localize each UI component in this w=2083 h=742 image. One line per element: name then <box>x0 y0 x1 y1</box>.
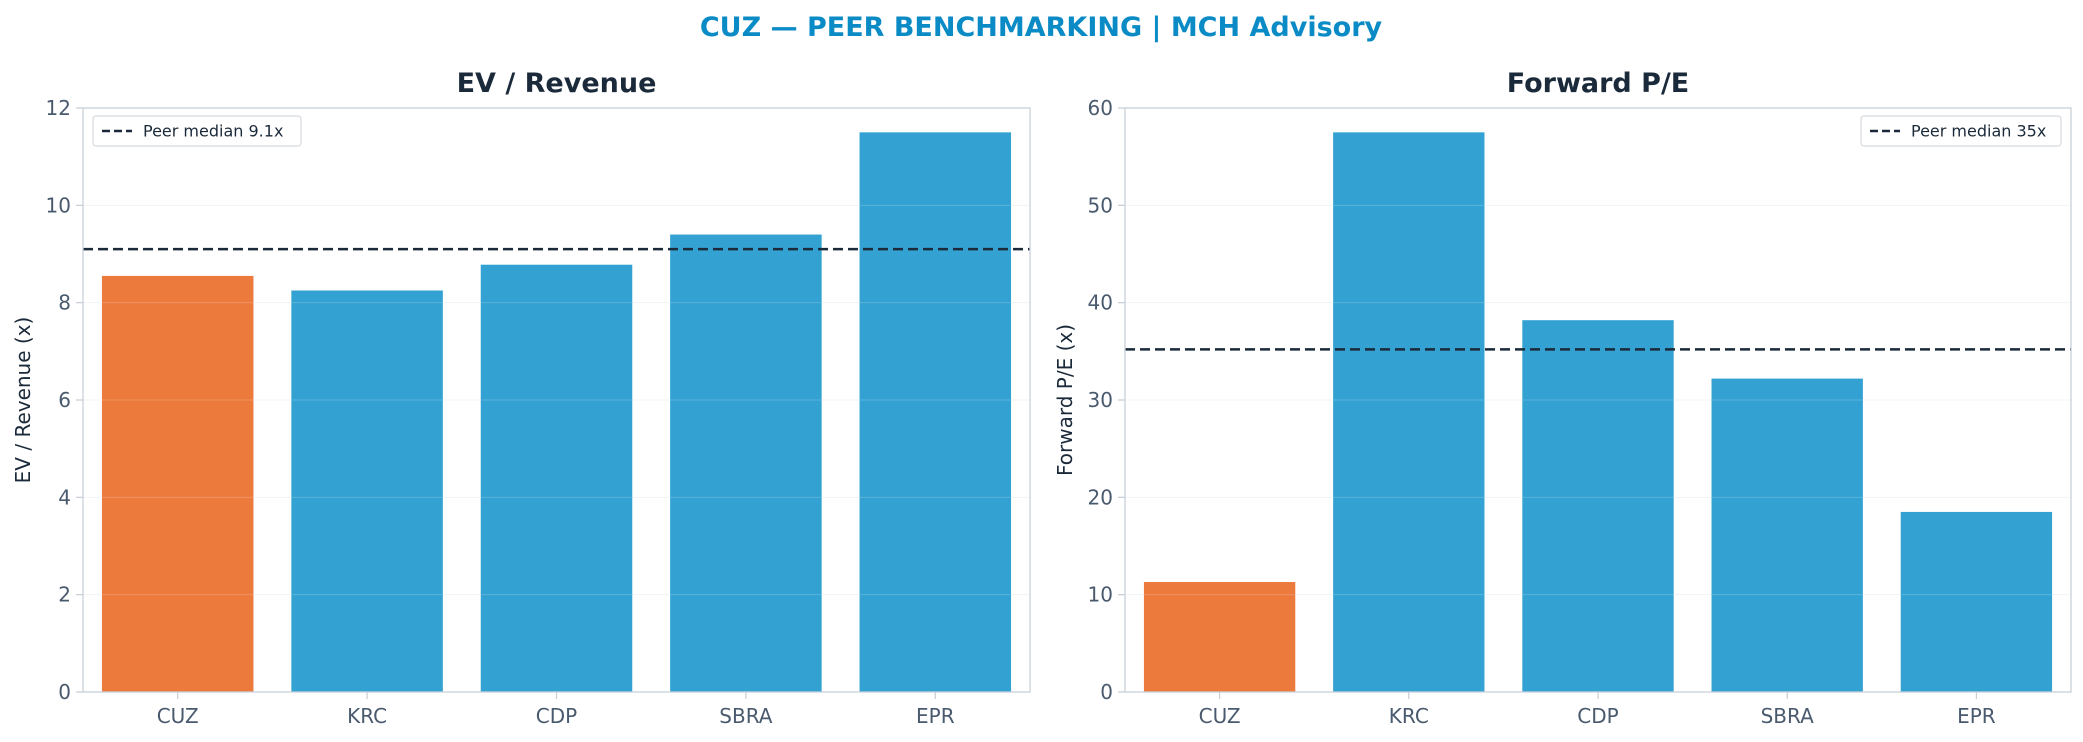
y-tick-label: 0 <box>1100 680 1113 704</box>
figure-title: CUZ — PEER BENCHMARKING | MCH Advisory <box>700 12 1383 43</box>
y-tick-label: 30 <box>1088 388 1113 412</box>
chart-panel-ev-revenue: EV / Revenue 0 2 4 6 8 10 12 CUZ KRC CDP SBRA EPR EV … <box>11 68 1031 728</box>
x-tick-label-cuz: CUZ <box>1199 704 1241 728</box>
y-axis-label: EV / Revenue (x) <box>11 317 35 484</box>
bar-krc <box>1333 132 1485 693</box>
y-axis-label: Forward P/E (x) <box>1053 324 1077 476</box>
bar-sbra <box>670 234 822 693</box>
bar-cuz <box>101 275 254 692</box>
legend-box <box>1860 115 2062 147</box>
bar-cdp <box>1522 320 1674 692</box>
y-tick-label: 50 <box>1088 193 1113 217</box>
y-tick-label: 40 <box>1088 291 1113 315</box>
bar-cuz <box>1143 582 1296 692</box>
chart-panel-forward-pe: Forward P/E 0 10 20 30 40 50 60 CUZ KRC CDP SBRA EPR… <box>1053 68 2072 728</box>
bar-cdp <box>480 264 633 692</box>
y-tick-label: 10 <box>46 193 71 217</box>
x-tick-label-epr: EPR <box>1957 704 1996 728</box>
y-tick-label: 2 <box>58 583 71 607</box>
x-tick-label-krc: KRC <box>347 704 387 728</box>
y-tick-label: 6 <box>58 388 71 412</box>
x-tick-label-sbra: SBRA <box>719 704 773 728</box>
x-tick-label-krc: KRC <box>1389 704 1429 728</box>
y-tick-label: 60 <box>1088 96 1113 120</box>
legend-box <box>92 115 302 147</box>
legend: Peer median 35x <box>1860 115 2062 147</box>
y-tick-label: 0 <box>58 680 71 704</box>
y-tick-label: 4 <box>58 485 71 509</box>
x-tick-label-sbra: SBRA <box>1761 704 1815 728</box>
bar-krc <box>291 290 443 692</box>
bar-epr <box>859 132 1012 693</box>
x-tick-label-epr: EPR <box>916 704 955 728</box>
y-tick-label: 10 <box>1088 583 1113 607</box>
y-tick-label: 12 <box>46 96 71 120</box>
legend: Peer median 9.1x <box>92 115 302 147</box>
x-tick-label-cuz: CUZ <box>157 704 199 728</box>
x-tick-label-cdp: CDP <box>536 704 577 728</box>
bar-epr <box>1900 511 2053 692</box>
x-tick-label-cdp: CDP <box>1577 704 1618 728</box>
bar-sbra <box>1711 378 1863 692</box>
y-tick-label: 20 <box>1088 485 1113 509</box>
panel-title: Forward P/E <box>1507 68 1690 99</box>
legend-label: Peer median 9.1x <box>143 122 283 141</box>
y-tick-label: 8 <box>58 291 71 315</box>
legend-label: Peer median 35x <box>1911 122 2046 141</box>
panel-title: EV / Revenue <box>457 68 657 99</box>
